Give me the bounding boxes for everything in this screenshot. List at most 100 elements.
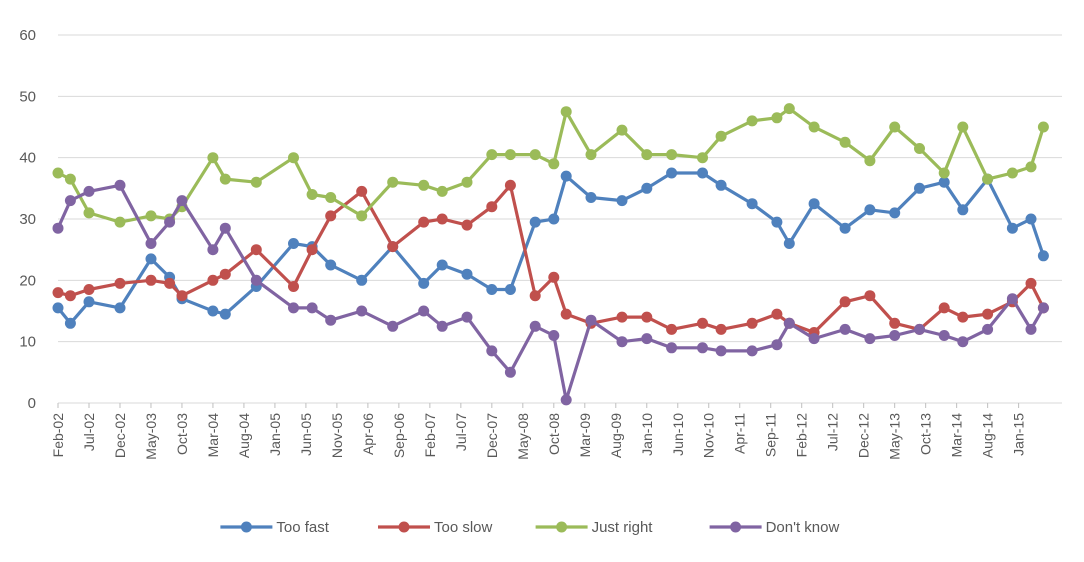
data-point [356,210,368,222]
data-point [715,130,727,142]
data-point [529,216,541,228]
data-point [697,317,708,329]
data-point [839,222,851,234]
legend-label: Just right [592,519,654,536]
data-point [957,311,969,323]
y-tick-label: 40 [19,150,36,167]
data-point [938,167,950,179]
data-point [783,103,795,115]
data-point [808,121,820,133]
data-point [771,112,783,124]
x-tick-label: May-13 [887,413,903,460]
data-point [938,302,950,314]
data-point [64,317,76,329]
data-point [207,305,219,317]
data-point [982,323,994,335]
data-point [957,336,969,348]
data-point [288,152,299,164]
data-point [164,277,176,289]
data-point [864,204,876,216]
data-point [783,238,795,249]
series-line-too-slow [57,183,1045,335]
data-point [529,290,541,302]
data-point [1037,250,1049,262]
data-point [616,311,628,323]
legend-swatch-marker [398,521,410,533]
y-tick-label: 60 [19,27,36,44]
legend-swatch-marker [556,521,568,533]
data-point [616,195,628,207]
data-point [176,195,188,207]
data-point [616,124,628,136]
series-line-too-fast [56,171,1045,325]
data-point [746,345,758,357]
y-tick-label: 0 [28,395,36,412]
x-tick-label: Dec-02 [112,413,128,458]
x-tick-label: Aug-14 [980,413,996,458]
data-point [418,179,430,191]
data-point [325,314,337,326]
data-point [529,320,541,332]
x-tick-label: Jan-05 [267,413,283,456]
data-point [666,342,678,354]
data-point [783,317,795,329]
x-tick-label: Oct-08 [546,413,562,455]
data-point [504,366,516,378]
x-tick-label: Feb-12 [794,413,810,458]
x-tick-label: Oct-03 [174,413,190,455]
legend-swatch-marker [730,521,742,533]
x-tick-label: Jan-10 [639,413,655,456]
data-point [666,323,678,335]
data-point [486,284,498,295]
data-point [982,173,994,185]
x-tick-label: Mar-09 [577,413,593,458]
data-point [461,219,473,231]
x-tick-label: Apr-11 [732,413,748,454]
data-point [641,182,653,194]
data-point [548,213,560,225]
data-point [560,308,572,320]
y-tick-label: 20 [19,272,36,289]
data-point [616,336,628,348]
data-point [356,274,368,286]
y-tick-label: 30 [19,211,36,228]
x-tick-label: Feb-02 [50,413,66,458]
data-point [746,198,758,210]
x-tick-label: Sep-06 [391,413,407,458]
data-point [585,149,597,161]
data-point [641,311,653,323]
data-point [641,149,653,161]
data-point [560,394,572,406]
data-point [418,216,430,228]
data-point [808,198,820,210]
x-tick-label: Feb-07 [422,413,438,458]
data-point [164,216,176,228]
data-point [548,330,560,341]
data-point [529,149,541,161]
x-tick-label: Dec-07 [484,413,500,458]
data-point [461,311,473,323]
x-tick-label: Jan-15 [1011,413,1027,456]
x-tick-label: Mar-14 [949,413,965,458]
data-point [504,284,516,295]
data-point [889,121,901,133]
x-tick-label: Aug-09 [608,413,624,458]
x-tick-label: May-08 [515,413,531,460]
data-point [207,152,219,164]
data-point [864,333,876,345]
data-point [219,173,231,185]
data-point [864,290,876,302]
data-point [64,290,76,302]
data-point [641,333,653,345]
data-point [114,302,126,314]
data-point [83,296,95,308]
data-point [938,176,950,188]
data-point [715,179,727,191]
x-tick-label: Jun-05 [298,413,314,456]
y-axis: 0 10 20 30 40 50 60 [19,27,36,412]
data-point [1025,161,1037,173]
data-point [914,182,925,194]
data-point [746,115,758,127]
